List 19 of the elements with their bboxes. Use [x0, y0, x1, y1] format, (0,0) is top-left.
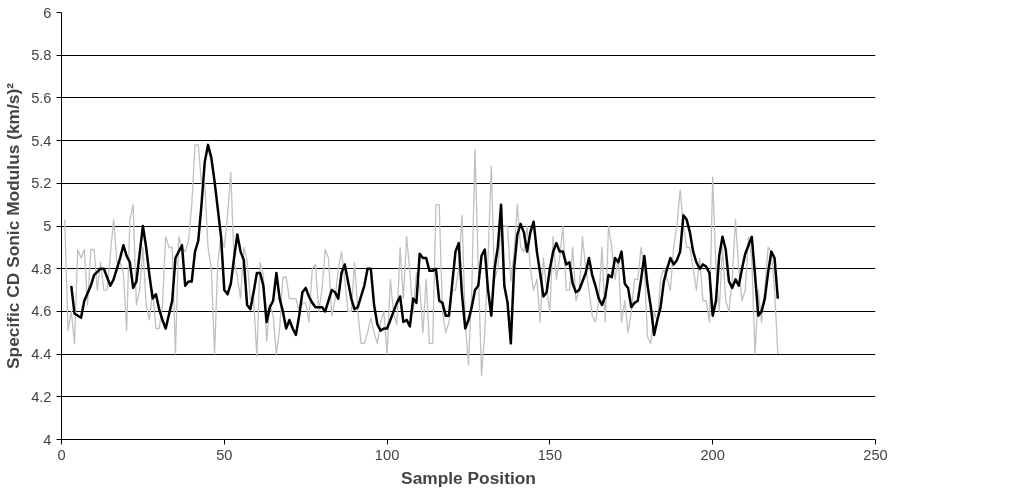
x-tick-label: 150	[537, 446, 563, 463]
x-tick-label: 200	[700, 446, 725, 463]
y-tick-label: 5.4	[31, 132, 52, 149]
y-tick-label: 4.4	[31, 346, 52, 363]
y-tick-label: 5.2	[31, 175, 52, 192]
y-tick-label: 5	[43, 218, 52, 234]
y-tick-label: 4.2	[31, 388, 52, 405]
x-tick-label: 50	[216, 446, 233, 463]
y-tick-label: 4.6	[31, 303, 52, 320]
x-tick-label: 0	[57, 446, 66, 463]
y-axis-title: Specific CD Sonic Modulus (km/s)²	[3, 82, 24, 369]
y-tick-label: 4.8	[31, 260, 52, 277]
x-tick-label: 100	[374, 446, 400, 463]
x-axis-title: Sample Position	[401, 467, 536, 488]
y-tick-label: 5.8	[31, 47, 52, 64]
y-tick-label: 5.6	[31, 89, 52, 106]
x-tick-label: 250	[863, 446, 888, 463]
y-tick-label: 4	[43, 431, 52, 448]
y-tick-label: 6	[43, 4, 52, 21]
